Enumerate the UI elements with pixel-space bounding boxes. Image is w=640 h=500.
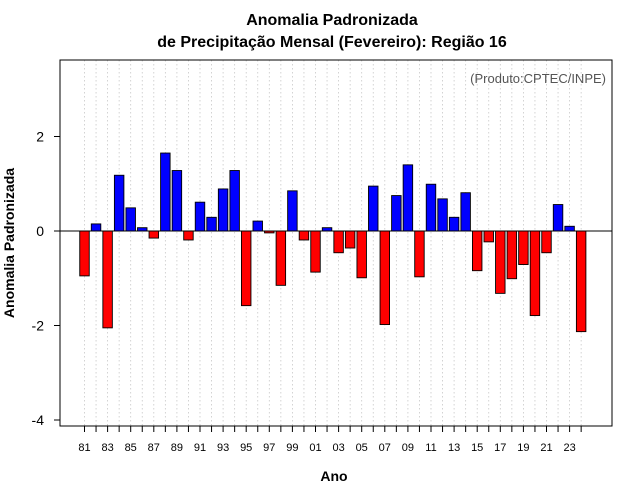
bar-13 xyxy=(448,216,460,232)
credit-text: (Produto:CPTEC/INPE) xyxy=(470,71,606,86)
x-tick-label: 23 xyxy=(563,442,575,454)
bar-99 xyxy=(287,190,298,232)
x-tick-label: 17 xyxy=(494,442,506,454)
bar-05 xyxy=(356,230,367,279)
bar-20 xyxy=(529,230,541,317)
bar-16 xyxy=(483,230,494,243)
x-tick-label: 03 xyxy=(332,442,344,454)
bar-82 xyxy=(90,223,102,232)
bar-15 xyxy=(472,230,483,272)
bar-07 xyxy=(379,230,390,326)
bar-06 xyxy=(368,185,379,232)
bar-83 xyxy=(102,230,113,329)
bar-90 xyxy=(183,230,194,241)
bar-84 xyxy=(113,174,125,232)
plot-frame xyxy=(59,59,613,427)
x-tick-label: 81 xyxy=(78,442,90,454)
y-axis: -4 -2 0 2 xyxy=(32,129,60,428)
bar-21 xyxy=(541,230,552,254)
x-tick-label: 85 xyxy=(125,442,137,454)
chart-subtitle: de Precipitação Mensal (Fevereiro): Regi… xyxy=(157,34,507,51)
bar-22 xyxy=(552,204,564,232)
bar-01 xyxy=(310,230,321,273)
y-tick-label: -2 xyxy=(32,318,45,334)
x-tick-label: 15 xyxy=(471,442,483,454)
bar-03 xyxy=(333,230,344,254)
bar-24 xyxy=(575,230,587,333)
x-tick-label: 99 xyxy=(286,442,298,454)
bar-96 xyxy=(252,220,263,232)
bar-04 xyxy=(344,230,356,249)
bar-19 xyxy=(518,230,529,265)
bar-85 xyxy=(125,207,136,232)
bar-95 xyxy=(240,230,252,307)
bar-18 xyxy=(506,230,518,280)
y-tick-label: 0 xyxy=(36,223,44,239)
y-axis-label: Anomalia Padronizada xyxy=(1,168,17,318)
x-tick-label: 89 xyxy=(171,442,183,454)
bar-81 xyxy=(79,230,90,277)
bar-09 xyxy=(402,164,414,232)
x-tick-label: 09 xyxy=(402,442,414,454)
bar-08 xyxy=(391,195,402,232)
grid xyxy=(84,60,582,426)
x-tick-label: 13 xyxy=(448,442,460,454)
x-tick-label: 05 xyxy=(356,442,368,454)
x-tick-label: 93 xyxy=(217,442,229,454)
x-tick-label: 91 xyxy=(194,442,206,454)
bar-23 xyxy=(564,225,575,232)
chart-title: Anomalia Padronizada xyxy=(246,12,418,29)
y-tick-label: 2 xyxy=(36,129,44,145)
bar-11 xyxy=(425,183,437,232)
bar-10 xyxy=(414,230,425,278)
bar-98 xyxy=(275,230,287,286)
bar-12 xyxy=(437,198,448,232)
bar-92 xyxy=(206,216,217,232)
bar-14 xyxy=(460,192,471,232)
x-tick-label: 07 xyxy=(379,442,391,454)
bar-87 xyxy=(148,230,160,239)
x-tick-label: 83 xyxy=(101,442,113,454)
bar-91 xyxy=(194,201,206,232)
bar-00 xyxy=(298,230,310,241)
bar-89 xyxy=(171,170,183,232)
x-tick-label: 97 xyxy=(263,442,275,454)
bar-88 xyxy=(160,152,171,232)
x-tick-label: 01 xyxy=(309,442,321,454)
x-tick-label: 21 xyxy=(540,442,552,454)
bar-17 xyxy=(495,230,506,294)
x-tick-label: 95 xyxy=(240,442,252,454)
x-axis-label: Ano xyxy=(320,468,347,484)
bar-93 xyxy=(217,188,229,232)
x-tick-label: 19 xyxy=(517,442,529,454)
y-tick-label: -4 xyxy=(32,412,45,428)
bars xyxy=(79,152,587,333)
x-axis: 81 83 85 87 89 91 93 95 97 99 01 03 05 07 09 11 13 15 17 19… xyxy=(78,426,582,454)
x-tick-label: 87 xyxy=(148,442,160,454)
x-tick-label: 11 xyxy=(425,442,436,454)
bar-94 xyxy=(229,170,240,232)
